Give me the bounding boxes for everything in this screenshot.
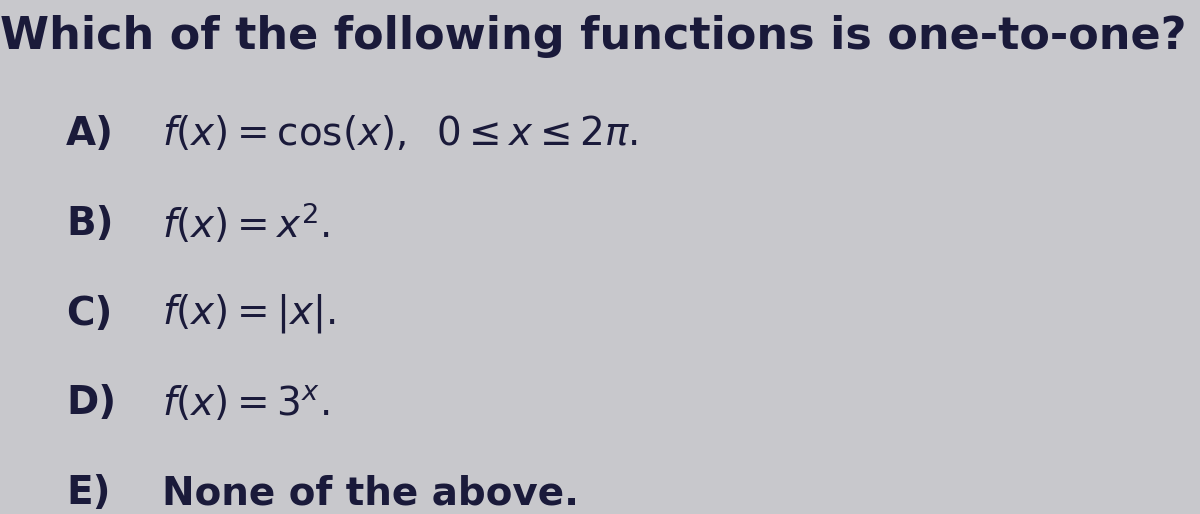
- Text: $f(x) = \cos(x),\;\; 0 \leq x \leq 2\pi.$: $f(x) = \cos(x),\;\; 0 \leq x \leq 2\pi.…: [162, 114, 638, 153]
- Text: B): B): [66, 205, 114, 243]
- Text: $f(x) = |x|.$: $f(x) = |x|.$: [162, 292, 336, 335]
- Text: E): E): [66, 474, 110, 512]
- Text: A): A): [66, 115, 114, 153]
- Text: D): D): [66, 384, 116, 423]
- Text: Which of the following functions is one-to-one?: Which of the following functions is one-…: [0, 15, 1187, 59]
- Text: C): C): [66, 295, 113, 333]
- Text: $f(x) = x^2.$: $f(x) = x^2.$: [162, 201, 330, 246]
- Text: $f(x) = 3^x.$: $f(x) = 3^x.$: [162, 384, 329, 423]
- Text: None of the above.: None of the above.: [162, 474, 580, 512]
